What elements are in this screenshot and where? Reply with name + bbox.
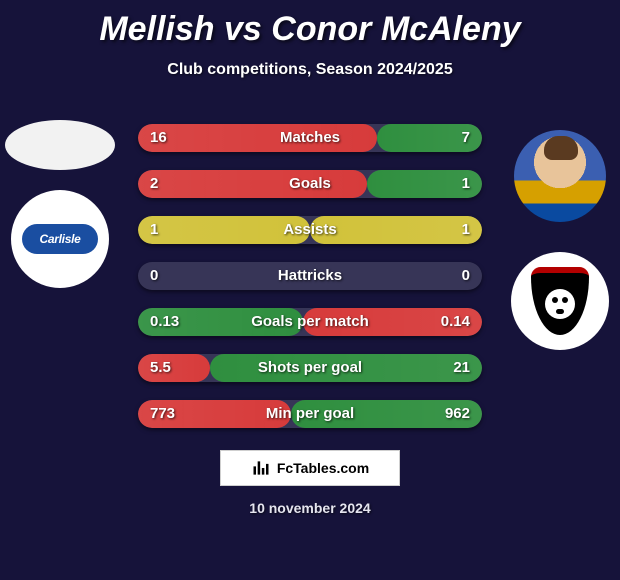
page-subtitle: Club competitions, Season 2024/2025 bbox=[0, 61, 620, 79]
stat-label: Matches bbox=[138, 124, 482, 152]
stat-row-matches: 167Matches bbox=[138, 124, 482, 152]
carlisle-badge: Carlisle bbox=[22, 224, 98, 254]
stat-label: Min per goal bbox=[138, 400, 482, 428]
page-title: Mellish vs Conor McAleny bbox=[0, 0, 620, 49]
stat-row-hattricks: 00Hattricks bbox=[138, 262, 482, 290]
right-player-column bbox=[500, 130, 620, 350]
right-club-logo bbox=[511, 252, 609, 350]
stat-row-assists: 11Assists bbox=[138, 216, 482, 244]
stat-label: Hattricks bbox=[138, 262, 482, 290]
barchart-icon bbox=[251, 458, 271, 478]
left-player-avatar bbox=[5, 120, 115, 170]
salford-shield bbox=[531, 267, 589, 335]
stat-label: Assists bbox=[138, 216, 482, 244]
footer-brand-text: FcTables.com bbox=[277, 460, 369, 476]
lion-icon bbox=[545, 289, 575, 319]
stat-row-min-per-goal: 773962Min per goal bbox=[138, 400, 482, 428]
left-player-column: Carlisle bbox=[0, 110, 120, 288]
left-club-logo: Carlisle bbox=[11, 190, 109, 288]
right-player-avatar bbox=[514, 130, 606, 222]
stat-row-goals: 21Goals bbox=[138, 170, 482, 198]
footer-date: 10 november 2024 bbox=[0, 500, 620, 516]
stat-label: Shots per goal bbox=[138, 354, 482, 382]
stat-row-shots-per-goal: 5.521Shots per goal bbox=[138, 354, 482, 382]
stats-bars: 167Matches 21Goals 11Assists 00Hattricks 0.1… bbox=[138, 124, 482, 446]
stat-label: Goals bbox=[138, 170, 482, 198]
stat-row-goals-per-match: 0.130.14Goals per match bbox=[138, 308, 482, 336]
stat-label: Goals per match bbox=[138, 308, 482, 336]
footer-brand-badge: FcTables.com bbox=[220, 450, 400, 486]
